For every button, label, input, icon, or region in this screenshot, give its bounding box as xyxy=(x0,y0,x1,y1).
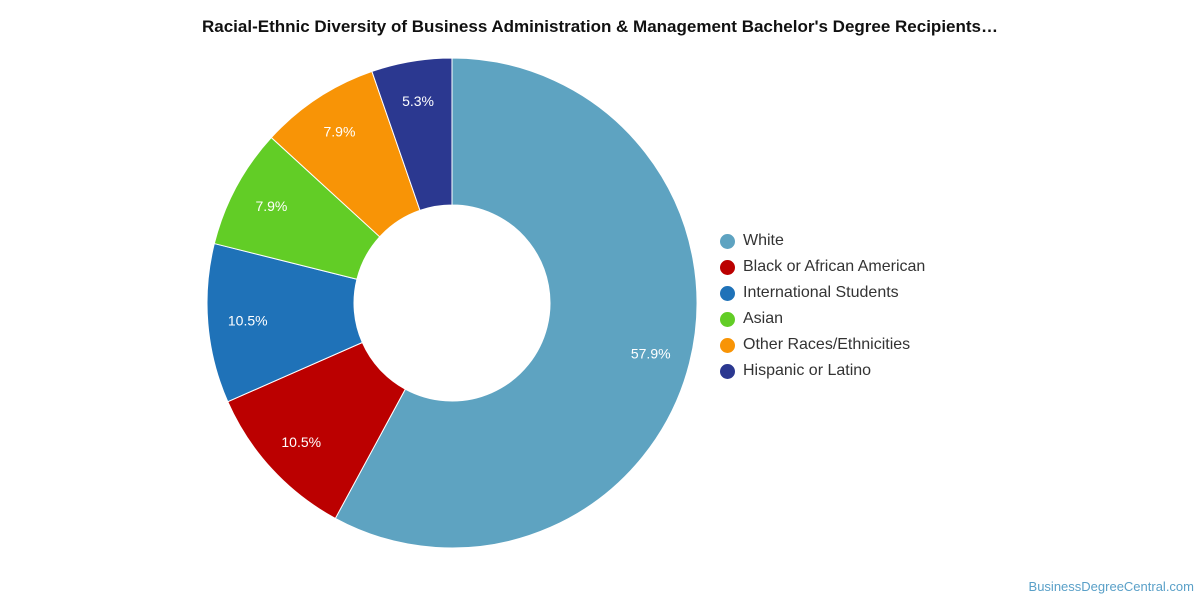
legend-item-black-or-african-american[interactable]: Black or African American xyxy=(720,254,925,280)
value-label-asian: 7.9% xyxy=(255,198,287,214)
legend-swatch xyxy=(720,233,735,249)
legend-item-asian[interactable]: Asian xyxy=(720,306,925,332)
slice-hispanic-or-latino[interactable] xyxy=(371,57,453,212)
legend-label: Other Races/Ethnicities xyxy=(743,336,911,353)
value-label-hispanic-or-latino: 5.3% xyxy=(402,93,434,109)
slice-international-students[interactable] xyxy=(206,242,363,403)
source-watermark[interactable]: BusinessDegreeCentral.com xyxy=(1028,579,1194,594)
legend-swatch xyxy=(720,363,735,379)
legend-label: Asian xyxy=(743,310,784,327)
legend-label: International Students xyxy=(743,284,899,301)
legend-swatch xyxy=(720,259,735,275)
chart-title: Racial-Ethnic Diversity of Business Admi… xyxy=(201,17,998,36)
legend-item-white[interactable]: White xyxy=(720,228,925,254)
legend-label: Black or African American xyxy=(743,258,926,275)
legend-swatch xyxy=(720,337,735,353)
value-label-black-or-african-american: 10.5% xyxy=(281,434,321,450)
slice-white[interactable] xyxy=(334,57,698,549)
value-label-international-students: 10.5% xyxy=(228,312,268,328)
slice-black-or-african-american[interactable] xyxy=(227,341,407,520)
legend-item-international-students[interactable]: International Students xyxy=(720,280,925,306)
legend-swatch xyxy=(720,311,735,327)
legend-swatch xyxy=(720,285,735,301)
value-label-white: 57.9% xyxy=(631,345,671,361)
donut-value-labels: 57.9% 10.5% 10.5% 7.9% 7.9% 5.3% xyxy=(228,93,671,450)
legend-item-hispanic-or-latino[interactable]: Hispanic or Latino xyxy=(720,358,925,384)
legend-label: Hispanic or Latino xyxy=(743,362,872,379)
legend-label: White xyxy=(743,232,784,249)
donut-slices xyxy=(206,57,698,549)
value-label-other-races-ethnicities: 7.9% xyxy=(323,124,355,140)
chart-legend: White Black or African American Internatio… xyxy=(720,228,925,384)
legend-item-other-races-ethnicities[interactable]: Other Races/Ethnicities xyxy=(720,332,925,358)
